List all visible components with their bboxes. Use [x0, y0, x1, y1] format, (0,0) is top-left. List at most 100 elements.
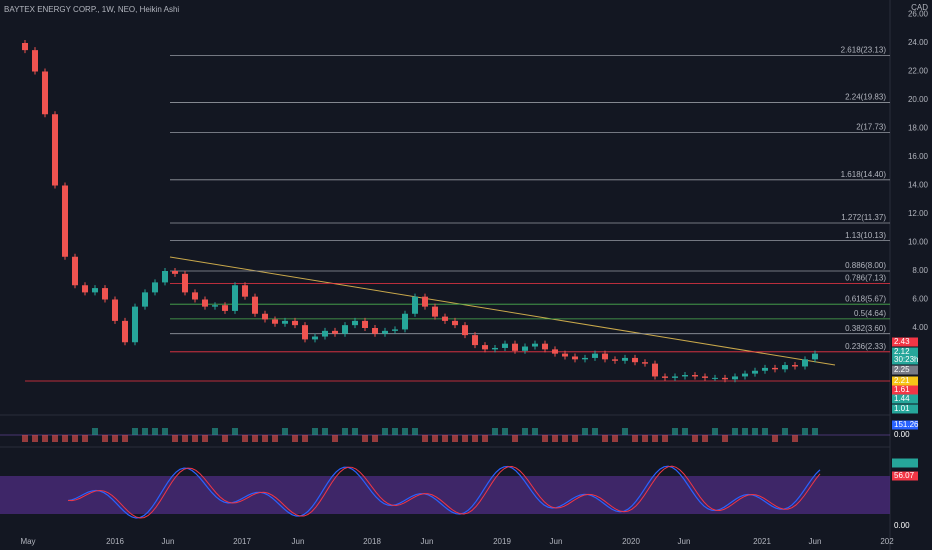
price-tag — [892, 347, 918, 357]
macd-bar — [692, 435, 698, 442]
macd-bar — [812, 428, 818, 435]
fib-label: 0.236(2.33) — [845, 342, 886, 351]
candle — [192, 292, 198, 300]
macd-bar — [142, 428, 148, 435]
time-label: Jun — [678, 537, 691, 546]
candle — [472, 335, 478, 346]
candle — [482, 345, 488, 350]
macd-bar — [662, 435, 668, 442]
time-label: May — [20, 537, 35, 546]
time-label: 2021 — [753, 537, 771, 546]
candle — [642, 362, 648, 364]
candle — [232, 285, 238, 311]
candle — [802, 359, 808, 367]
macd-bar — [42, 435, 48, 442]
fib-label: 1.272(11.37) — [841, 213, 886, 222]
macd-bar — [102, 435, 108, 442]
candle — [332, 330, 338, 334]
candle — [302, 325, 308, 340]
candle — [312, 336, 318, 340]
candle — [522, 346, 528, 351]
macd-bar — [302, 435, 308, 442]
macd-bar — [462, 435, 468, 442]
price-label: 26.00 — [908, 10, 929, 19]
macd-bar — [392, 428, 398, 435]
candle — [252, 296, 258, 314]
macd-bar — [172, 435, 178, 442]
macd-bar — [502, 428, 508, 435]
candle — [692, 375, 698, 377]
macd-bar — [782, 428, 788, 435]
macd-bar — [672, 428, 678, 435]
fib-label: 0.382(3.60) — [845, 324, 886, 333]
candle — [532, 343, 538, 347]
price-tag-label: 2.12 — [894, 347, 910, 356]
price-label: 12.00 — [908, 209, 929, 218]
candle — [142, 292, 148, 307]
candle — [242, 285, 248, 297]
candle — [22, 43, 28, 51]
candle — [132, 306, 138, 343]
candle — [122, 320, 128, 343]
candle — [502, 343, 508, 348]
candle — [552, 349, 558, 354]
candle — [172, 271, 178, 274]
fib-label: 2.24(19.83) — [845, 93, 886, 102]
macd-bar — [722, 435, 728, 442]
time-label: 2020 — [622, 537, 640, 546]
macd-bar — [82, 435, 88, 442]
macd-bar — [372, 435, 378, 442]
macd-bar — [652, 435, 658, 442]
candle — [42, 71, 48, 115]
macd-bar — [322, 428, 328, 435]
macd-bar — [192, 435, 198, 442]
time-label: 2018 — [363, 537, 381, 546]
candle — [752, 370, 758, 374]
candle — [262, 313, 268, 320]
macd-bar — [532, 428, 538, 435]
candle — [222, 305, 228, 311]
price-tag-label: 2.43 — [894, 337, 910, 346]
candle — [542, 343, 548, 350]
price-tag — [892, 385, 918, 395]
candle — [422, 296, 428, 307]
macd-bar — [162, 428, 168, 435]
price-tag-label: 30:23h — [894, 355, 918, 364]
candle — [722, 377, 728, 380]
candle — [452, 320, 458, 326]
time-label: 2017 — [233, 537, 251, 546]
candle — [812, 353, 818, 360]
macd-bar — [312, 428, 318, 435]
macd-bar — [22, 435, 28, 442]
macd-bar — [682, 428, 688, 435]
macd-bar — [222, 435, 228, 442]
macd-bar — [802, 428, 808, 435]
candle — [792, 365, 798, 367]
macd-bar — [712, 428, 718, 435]
macd-bar — [572, 435, 578, 442]
macd-bar — [232, 428, 238, 435]
macd-bar — [442, 435, 448, 442]
fib-label: 1.13(10.13) — [845, 231, 886, 240]
fib-label: 1.618(14.40) — [841, 170, 887, 179]
candle — [32, 50, 38, 72]
candle — [582, 357, 588, 360]
price-tag-label: 1.44 — [894, 394, 910, 403]
macd-bar — [582, 428, 588, 435]
macd-bar — [642, 435, 648, 442]
macd-bar — [282, 428, 288, 435]
price-tag — [892, 420, 918, 430]
fib-label: 0.886(8.00) — [845, 261, 886, 270]
fib-label: 0.5(4.64) — [854, 309, 886, 318]
price-tag — [892, 430, 918, 440]
stoch-tag — [892, 458, 918, 468]
candle — [92, 288, 98, 293]
macd-bar — [702, 435, 708, 442]
macd-bar — [422, 435, 428, 442]
candle — [782, 365, 788, 370]
candle — [152, 282, 158, 293]
price-tag-label: 2.25 — [894, 365, 910, 374]
price-tag-label: 0.00 — [894, 430, 910, 439]
candle — [672, 376, 678, 378]
